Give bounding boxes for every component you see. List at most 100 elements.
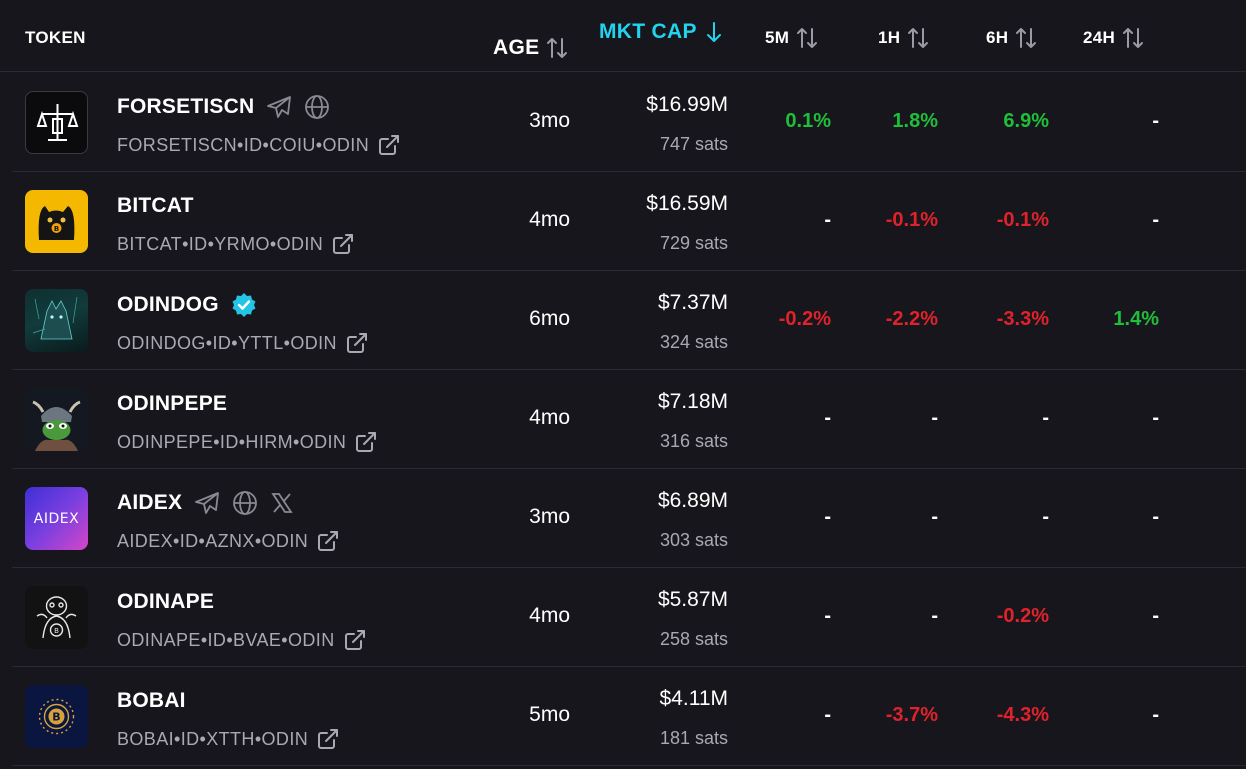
sort-icon[interactable] bbox=[1014, 27, 1038, 49]
globe-icon[interactable] bbox=[304, 94, 330, 120]
svg-text:B: B bbox=[52, 711, 60, 724]
token-id-line: BITCAT•ID•YRMO•ODIN bbox=[117, 231, 355, 257]
market-cap-value: $6.89M bbox=[657, 489, 728, 512]
token-avatar: B bbox=[25, 190, 88, 253]
external-link-icon[interactable] bbox=[343, 628, 367, 652]
table-row[interactable]: FORSETISCN FORSETISCN•ID•COIU•ODIN 3mo $… bbox=[12, 73, 1246, 172]
price-sats: 181 sats bbox=[659, 728, 728, 748]
token-id: BOBAI•ID•XTTH•ODIN bbox=[117, 728, 309, 749]
change-24h: - bbox=[1152, 704, 1159, 726]
change-24h: - bbox=[1152, 110, 1159, 132]
token-id-line: ODINDOG•ID•YTTL•ODIN bbox=[117, 330, 369, 356]
external-link-icon[interactable] bbox=[331, 232, 355, 256]
token-name[interactable]: ODINPEPE bbox=[117, 392, 228, 415]
token-age: 4mo bbox=[529, 208, 570, 231]
price-sats: 747 sats bbox=[659, 134, 728, 154]
token-id-line: AIDEX•ID•AZNX•ODIN bbox=[117, 528, 340, 554]
token-id: FORSETISCN•ID•COIU•ODIN bbox=[117, 134, 370, 155]
change-5m: - bbox=[824, 506, 831, 528]
change-6h: -3.3% bbox=[996, 308, 1049, 330]
token-name[interactable]: FORSETISCN bbox=[117, 95, 255, 118]
change-5m: -0.2% bbox=[778, 308, 831, 330]
table-row[interactable]: AIDEX AIDEX AIDEX•ID•AZNX•ODIN 3mo $6.89… bbox=[12, 469, 1246, 568]
external-link-icon[interactable] bbox=[316, 529, 340, 553]
token-name[interactable]: ODINAPE bbox=[117, 590, 215, 613]
change-5m: - bbox=[824, 605, 831, 627]
token-id-line: ODINPEPE•ID•HIRM•ODIN bbox=[117, 429, 378, 455]
token-avatar: AIDEX bbox=[25, 487, 88, 550]
token-name[interactable]: AIDEX bbox=[117, 491, 183, 514]
change-1h: 1.8% bbox=[892, 110, 938, 132]
change-1h: -2.2% bbox=[885, 308, 938, 330]
table-row[interactable]: B ODINAPE ODINAPE•ID•BVAE•ODIN 4mo $5.87… bbox=[12, 568, 1246, 667]
sort-icon[interactable] bbox=[545, 37, 569, 59]
change-1h: - bbox=[931, 506, 938, 528]
sort-icon[interactable] bbox=[795, 27, 819, 49]
sort-icon[interactable] bbox=[906, 27, 930, 49]
price-sats: 303 sats bbox=[659, 530, 728, 550]
change-24h: 1.4% bbox=[1113, 308, 1159, 330]
table-row[interactable]: B BITCAT BITCAT•ID•YRMO•ODIN 4mo $16.59M… bbox=[12, 172, 1246, 271]
telegram-icon[interactable] bbox=[266, 95, 292, 119]
column-header-token-label: TOKEN bbox=[25, 28, 86, 47]
sort-icon[interactable] bbox=[1121, 27, 1145, 49]
token-avatar: B bbox=[25, 685, 88, 748]
change-24h: - bbox=[1152, 506, 1159, 528]
table-header: TOKEN AGE MKT CAP 5M 1H 6H 24H bbox=[0, 0, 1246, 72]
token-age: 3mo bbox=[529, 505, 570, 528]
telegram-icon[interactable] bbox=[194, 491, 220, 515]
column-header-mkt-cap[interactable]: MKT CAP bbox=[599, 20, 755, 44]
change-5m: - bbox=[824, 407, 831, 429]
avatar-text: AIDEX bbox=[33, 510, 80, 527]
x-icon[interactable] bbox=[270, 491, 294, 515]
column-header-5m-label: 5M bbox=[765, 28, 790, 47]
svg-text:B: B bbox=[54, 627, 59, 635]
token-avatar bbox=[25, 289, 88, 352]
token-name-line: ODINPEPE bbox=[117, 390, 227, 418]
change-6h: -0.1% bbox=[996, 209, 1049, 231]
table-row[interactable]: ODINDOG ODINDOG•ID•YTTL•ODIN 6mo $7.37M … bbox=[12, 271, 1246, 370]
column-header-mkt-cap-label: MKT CAP bbox=[599, 20, 697, 43]
table-row[interactable]: B BOBAI BOBAI•ID•XTTH•ODIN 5mo $4.11M 18… bbox=[12, 667, 1246, 766]
external-link-icon[interactable] bbox=[345, 331, 369, 355]
external-link-icon[interactable] bbox=[377, 133, 401, 157]
token-name-line: BITCAT bbox=[117, 192, 194, 220]
change-6h: - bbox=[1042, 506, 1049, 528]
token-id-line: FORSETISCN•ID•COIU•ODIN bbox=[117, 132, 401, 158]
column-header-6h-label: 6H bbox=[986, 28, 1009, 47]
column-header-age-label: AGE bbox=[493, 36, 540, 59]
change-24h: - bbox=[1152, 605, 1159, 627]
column-header-24h[interactable]: 24H bbox=[1083, 26, 1145, 50]
token-age: 4mo bbox=[529, 406, 570, 429]
external-link-icon[interactable] bbox=[316, 727, 340, 751]
column-header-1h-label: 1H bbox=[878, 28, 901, 47]
token-name[interactable]: BOBAI bbox=[117, 689, 186, 712]
token-age: 4mo bbox=[529, 604, 570, 627]
sort-descending-icon[interactable] bbox=[703, 21, 725, 43]
market-cap-value: $16.59M bbox=[646, 192, 728, 215]
table-row[interactable]: ODINPEPE ODINPEPE•ID•HIRM•ODIN 4mo $7.18… bbox=[12, 370, 1246, 469]
external-link-icon[interactable] bbox=[354, 430, 378, 454]
column-header-1h[interactable]: 1H bbox=[878, 26, 930, 50]
column-header-24h-label: 24H bbox=[1083, 28, 1116, 47]
column-header-5m[interactable]: 5M bbox=[765, 26, 819, 50]
change-6h: - bbox=[1042, 407, 1049, 429]
column-header-6h[interactable]: 6H bbox=[986, 26, 1038, 50]
change-6h: -4.3% bbox=[996, 704, 1049, 726]
token-id: ODINAPE•ID•BVAE•ODIN bbox=[117, 629, 335, 650]
change-1h: - bbox=[931, 605, 938, 627]
column-header-age[interactable]: AGE bbox=[493, 36, 581, 60]
token-name[interactable]: BITCAT bbox=[117, 194, 194, 217]
token-name[interactable]: ODINDOG bbox=[117, 293, 219, 316]
token-name-line: AIDEX bbox=[117, 489, 294, 517]
token-id-line: ODINAPE•ID•BVAE•ODIN bbox=[117, 627, 367, 653]
token-id: BITCAT•ID•YRMO•ODIN bbox=[117, 233, 324, 254]
token-name-line: BOBAI bbox=[117, 687, 186, 715]
token-id-line: BOBAI•ID•XTTH•ODIN bbox=[117, 726, 340, 752]
token-name-line: FORSETISCN bbox=[117, 93, 330, 121]
market-cap-value: $16.99M bbox=[646, 93, 728, 116]
change-1h: -0.1% bbox=[885, 209, 938, 231]
globe-icon[interactable] bbox=[232, 490, 258, 516]
token-avatar: B bbox=[25, 586, 88, 649]
change-5m: - bbox=[824, 704, 831, 726]
